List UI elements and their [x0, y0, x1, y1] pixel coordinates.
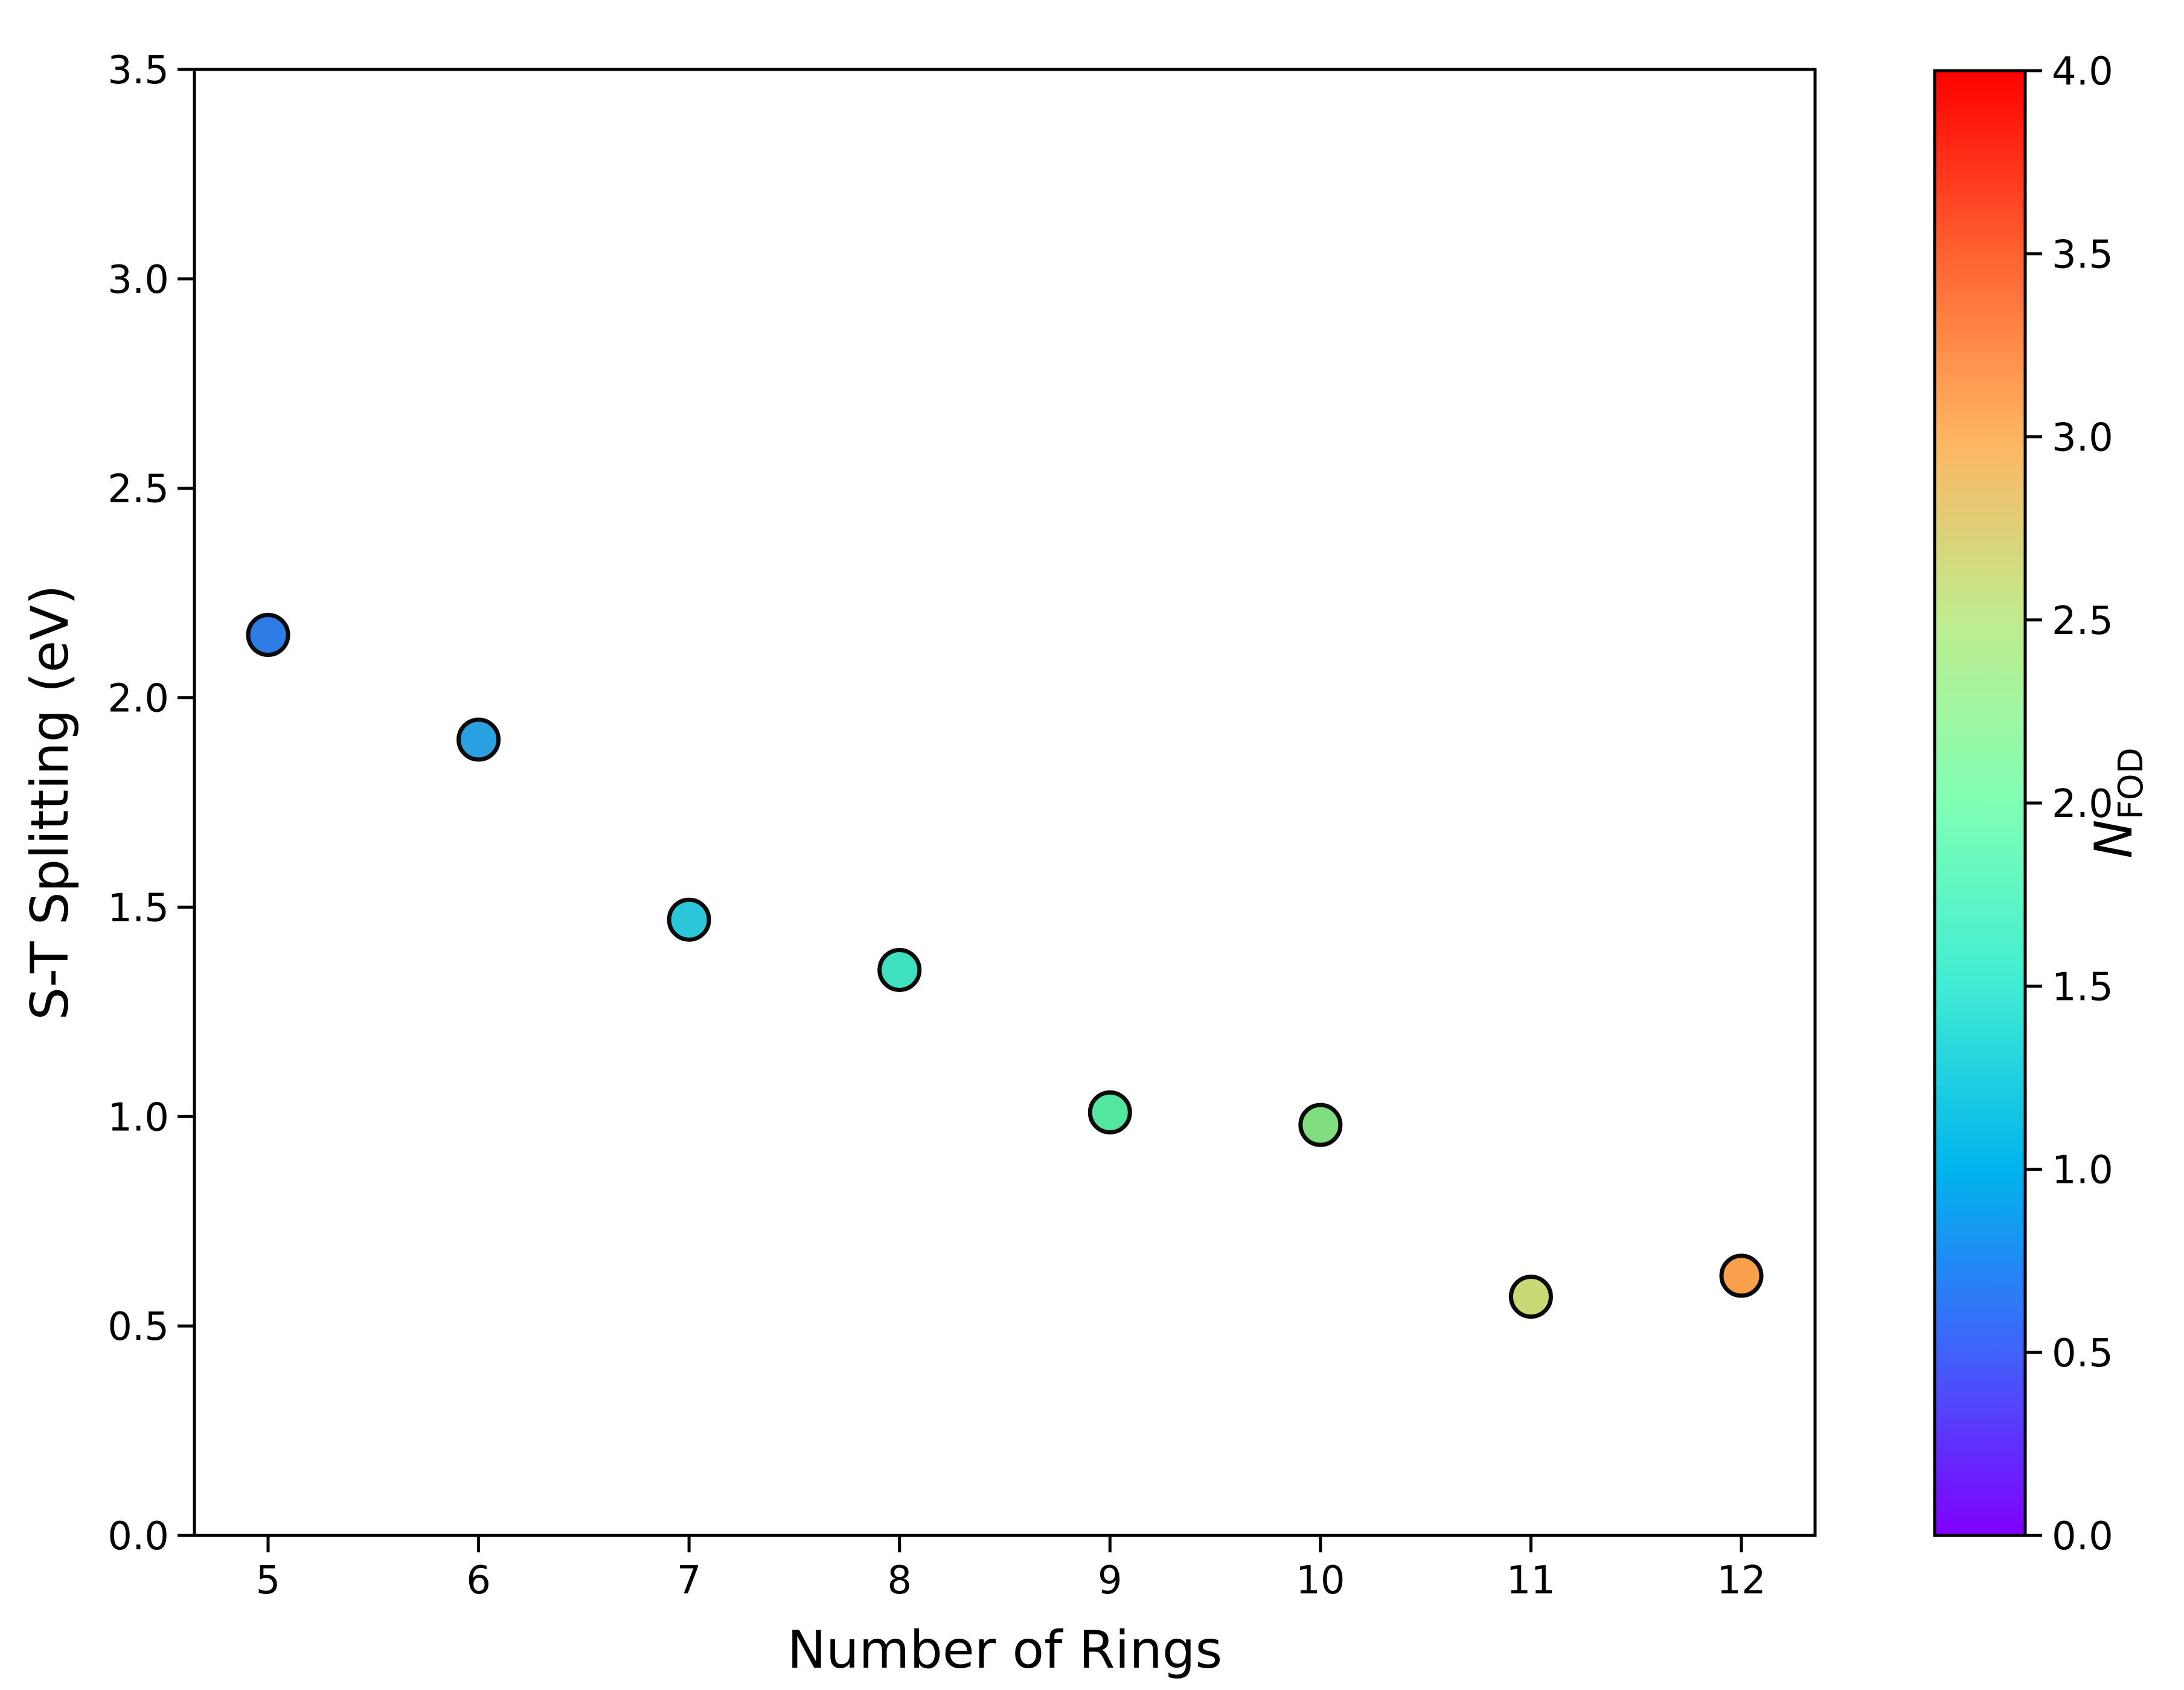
data-point — [246, 613, 290, 658]
x-tick-label: 12 — [1717, 1558, 1766, 1603]
y-tick-label: 0.0 — [107, 1514, 169, 1559]
y-tick-label: 0.5 — [107, 1305, 169, 1349]
x-tick-label: 11 — [1507, 1558, 1555, 1603]
x-tick-label: 5 — [256, 1558, 281, 1603]
x-tick-label: 6 — [466, 1558, 491, 1603]
colorbar-tick-label: 4.0 — [2052, 50, 2113, 94]
y-axis-ticks: 0.0 0.5 1.0 1.5 2.0 2.5 3.0 3.5 — [107, 48, 194, 1559]
data-point — [1719, 1253, 1764, 1298]
colorbar-tick-label: 0.0 — [2052, 1514, 2113, 1559]
y-tick-label: 3.5 — [107, 48, 169, 93]
y-axis-label: S-T Splitting (eV) — [20, 584, 80, 1020]
data-point — [1508, 1275, 1553, 1319]
plot-border — [193, 68, 1817, 1537]
data-point — [1087, 1090, 1132, 1135]
x-tick-label: 9 — [1098, 1558, 1122, 1603]
data-point — [877, 947, 922, 992]
x-tick-label: 8 — [887, 1558, 912, 1603]
colorbar-tick-label: 0.5 — [2052, 1331, 2113, 1376]
colorbar-tick-label: 3.5 — [2052, 232, 2113, 277]
colorbar-tick-label: 3.0 — [2052, 416, 2113, 461]
data-point — [667, 897, 711, 942]
colorbar-tick-label: 2.0 — [2052, 782, 2113, 827]
y-tick-label: 1.5 — [107, 886, 169, 930]
x-tick-label: 7 — [677, 1558, 702, 1603]
colorbar-label-main: N — [2084, 820, 2144, 859]
y-tick-label: 1.0 — [107, 1095, 169, 1140]
data-point — [456, 717, 501, 762]
colorbar-tick-label: 2.5 — [2052, 599, 2113, 644]
colorbar — [1933, 69, 2027, 1537]
scatter-points — [246, 613, 1764, 1319]
colorbar-ticks: 0.0 0.5 1.0 1.5 2.0 2.5 3.0 3.5 4.0 — [2025, 50, 2113, 1559]
y-tick-label: 3.0 — [107, 258, 169, 302]
x-axis-ticks: 5 6 7 8 9 10 11 12 — [256, 1535, 1766, 1603]
colorbar-tick-label: 1.5 — [2052, 965, 2113, 1010]
x-axis-label: Number of Rings — [787, 1620, 1223, 1680]
y-tick-label: 2.5 — [107, 467, 169, 512]
colorbar-label-subscript: FOD — [2112, 747, 2151, 819]
y-tick-label: 2.0 — [107, 677, 169, 722]
colorbar-label: NFOD — [2084, 747, 2151, 859]
colorbar-tick-label: 1.0 — [2052, 1148, 2113, 1193]
data-point — [1298, 1103, 1343, 1147]
x-tick-label: 10 — [1296, 1558, 1345, 1603]
